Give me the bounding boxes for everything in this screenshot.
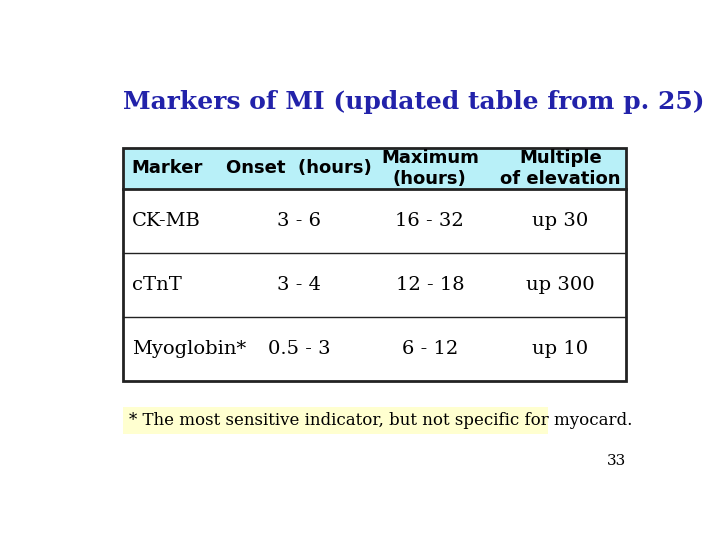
Text: up 30: up 30 <box>532 212 588 230</box>
Text: 12 - 18: 12 - 18 <box>395 276 464 294</box>
Text: Onset  (hours): Onset (hours) <box>226 159 372 177</box>
Text: * The most sensitive indicator, but not specific for myocard.: * The most sensitive indicator, but not … <box>129 412 632 429</box>
Text: 3 - 6: 3 - 6 <box>277 212 321 230</box>
Text: Myoglobin*: Myoglobin* <box>132 340 246 358</box>
Bar <box>124 148 626 188</box>
Text: Maximum
(hours): Maximum (hours) <box>381 149 479 188</box>
Text: up 10: up 10 <box>532 340 588 358</box>
Text: 0.5 - 3: 0.5 - 3 <box>268 340 330 358</box>
Text: 16 - 32: 16 - 32 <box>395 212 464 230</box>
Text: CK-MB: CK-MB <box>132 212 201 230</box>
Bar <box>124 407 547 434</box>
Bar <box>124 148 626 381</box>
Text: 33: 33 <box>606 454 626 468</box>
Text: 3 - 4: 3 - 4 <box>277 276 321 294</box>
Text: Marker: Marker <box>132 159 203 177</box>
Text: Multiple
of elevation: Multiple of elevation <box>500 149 621 188</box>
Text: up 300: up 300 <box>526 276 595 294</box>
Text: Markers of MI (updated table from p. 25): Markers of MI (updated table from p. 25) <box>124 90 705 114</box>
Text: 6 - 12: 6 - 12 <box>402 340 458 358</box>
Text: cTnT: cTnT <box>132 276 181 294</box>
